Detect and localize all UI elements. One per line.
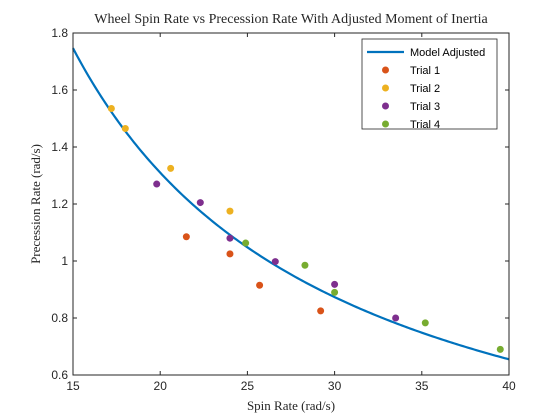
legend-label-model-adjusted: Model Adjusted: [410, 47, 485, 59]
legend-swatch-trial-3: [382, 102, 389, 110]
legend-box: [361, 38, 498, 130]
legend-label-trial-3: Trial 3: [410, 101, 440, 113]
legend-swatch-trial-4: [382, 120, 389, 128]
trial-3-point: [331, 280, 339, 288]
trial-4-point: [301, 261, 309, 269]
y-axis-label: Precession Rate (rad/s): [28, 144, 43, 264]
chart-title: Wheel Spin Rate vs Precession Rate With …: [94, 12, 488, 27]
x-tick-label: 40: [502, 379, 516, 393]
x-tick-label: 15: [66, 379, 80, 393]
trial-3-point: [196, 199, 204, 207]
ticks-layer: 15 20 25 30 35 40 0.6 0.8 1 1.2 1.4 1.6 1.8: [51, 26, 516, 393]
y-tick-label: 1.8: [51, 26, 68, 40]
trial-2-point: [226, 207, 234, 215]
trial-3-point: [153, 180, 161, 188]
y-tick-label: 0.6: [51, 368, 68, 382]
trial-1-point: [226, 250, 234, 258]
x-tick-label: 20: [154, 379, 168, 393]
points-layer: [107, 105, 504, 353]
trial-4-point: [242, 239, 250, 247]
trial-1-point: [182, 233, 190, 241]
trial-3-point: [392, 314, 400, 322]
legend-label-trial-1: Trial 1: [410, 65, 440, 77]
y-tick-label: 1: [61, 254, 68, 268]
y-tick-label: 1.6: [51, 83, 68, 97]
x-tick-label: 25: [241, 379, 255, 393]
trial-1-point: [317, 307, 325, 315]
y-tick-label: 0.8: [51, 311, 68, 325]
trial-1-point: [256, 281, 264, 289]
trial-3-point: [226, 234, 234, 242]
model-layer: [72, 47, 510, 361]
trial-4-point: [496, 345, 504, 353]
legend: Model Adjusted Trial 1 Trial 2 Trial 3 Trial…: [361, 38, 498, 131]
legend-label-trial-4: Trial 4: [410, 119, 440, 131]
trial-2-point: [167, 164, 175, 172]
model-adjusted-line: [72, 47, 510, 361]
legend-swatch-trial-1: [382, 66, 389, 74]
x-axis-label: Spin Rate (rad/s): [247, 398, 335, 413]
trial-4-point: [331, 288, 339, 296]
legend-label-trial-2: Trial 2: [410, 83, 440, 95]
trial-2-point: [121, 124, 129, 132]
y-tick-label: 1.4: [51, 140, 68, 154]
trial-2-point: [107, 105, 115, 113]
x-tick-label: 35: [415, 379, 429, 393]
y-tick-label: 1.2: [51, 197, 68, 211]
x-tick-label: 30: [328, 379, 342, 393]
trial-3-point: [271, 258, 279, 266]
legend-swatch-trial-2: [382, 84, 389, 92]
trial-4-point: [421, 319, 429, 327]
